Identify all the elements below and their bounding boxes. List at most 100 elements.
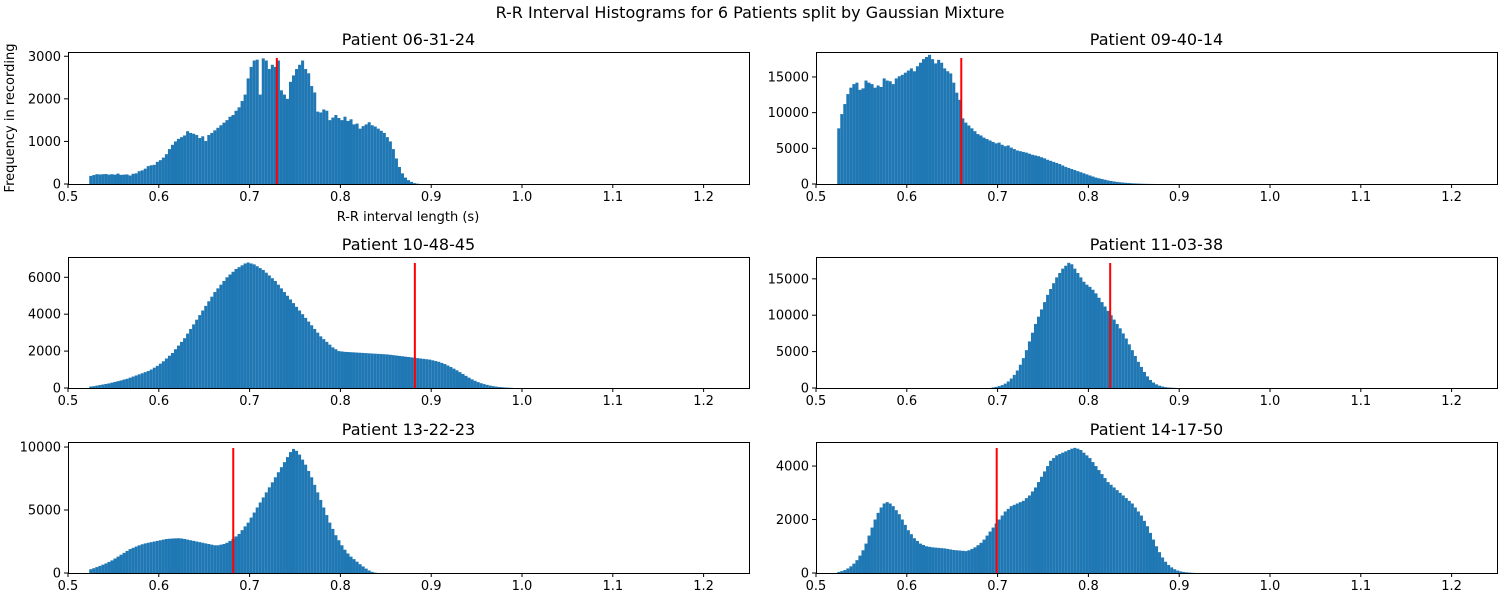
histogram-bar — [186, 333, 190, 388]
histogram-bar — [937, 59, 941, 184]
histogram-bar — [1027, 495, 1031, 573]
histogram-bar — [340, 120, 344, 184]
histogram-bar — [1049, 460, 1053, 573]
histogram-bar — [1148, 379, 1153, 388]
histogram-bar — [1118, 182, 1122, 184]
histogram-bar — [855, 560, 859, 573]
histogram-bar — [858, 555, 862, 573]
histogram-bar — [282, 462, 286, 573]
histogram-bar — [292, 448, 296, 573]
histogram-bar — [207, 301, 211, 388]
histogram-bar — [125, 378, 129, 388]
histogram-bar — [407, 180, 411, 184]
histogram-bar — [92, 175, 96, 184]
histogram-bar — [164, 358, 168, 388]
histogram-bar — [349, 119, 353, 184]
histogram-bar — [322, 109, 326, 184]
histogram-bar — [228, 274, 232, 388]
histogram-bar — [261, 269, 265, 388]
histogram-bar — [1173, 569, 1177, 573]
histogram-bar — [1182, 571, 1186, 573]
histogram-bar — [428, 359, 432, 388]
histogram-bar — [921, 59, 926, 184]
histogram-bar — [873, 87, 877, 184]
histogram-bar — [1021, 151, 1025, 184]
histogram-bar — [1115, 323, 1119, 388]
panel-title: Patient 06-31-24 — [342, 30, 475, 49]
histogram-bar — [906, 530, 910, 573]
histogram-bar — [1058, 164, 1062, 184]
histogram-bar — [1124, 498, 1128, 573]
histogram-bar — [394, 355, 398, 388]
histogram-bar — [1067, 167, 1071, 184]
histogram-bar — [1097, 470, 1101, 573]
x-tick-label: 1.2 — [1441, 190, 1462, 205]
histogram-bar — [234, 110, 238, 184]
histogram-bar — [906, 70, 910, 184]
histogram-bar — [107, 174, 111, 184]
histogram-bar — [934, 547, 938, 573]
histogram-bar — [273, 280, 277, 388]
histogram-bar — [503, 387, 507, 388]
x-tick-label: 0.7 — [987, 190, 1008, 205]
histogram-bar — [161, 157, 165, 184]
histogram-bar — [252, 264, 256, 388]
histogram-bar — [1021, 500, 1025, 573]
x-tick-label: 1.0 — [512, 190, 533, 205]
histogram-bar — [955, 92, 959, 184]
histogram-bar — [958, 550, 962, 573]
histogram-bar — [1046, 294, 1050, 388]
y-tick-label: 15000 — [768, 70, 809, 85]
histogram-bar — [155, 540, 159, 573]
histogram-bar — [394, 158, 398, 184]
histogram-bar — [897, 514, 901, 573]
x-tick-label: 0.9 — [421, 579, 442, 594]
histogram-bar — [331, 117, 335, 184]
histogram-bar — [167, 149, 171, 184]
histogram-bar — [385, 354, 389, 388]
histogram-bar — [98, 174, 102, 184]
x-tick-label: 0.8 — [1078, 190, 1099, 205]
histogram-bar — [234, 268, 238, 388]
histogram-bar — [237, 107, 241, 184]
histogram-bar — [1052, 283, 1056, 388]
histogram-bar — [343, 351, 347, 388]
histogram-bar — [1006, 381, 1010, 388]
histogram-bar — [1079, 450, 1083, 573]
histogram-bar — [958, 99, 962, 184]
histogram-bar — [1067, 450, 1071, 573]
panel-title: Patient 11-03-38 — [1090, 235, 1223, 254]
x-axis-label: R-R interval length (s) — [337, 210, 480, 225]
y-tick-label: 4000 — [776, 460, 809, 475]
histogram-bar — [316, 332, 320, 388]
histogram-bar — [1139, 515, 1143, 573]
histogram-bar — [1030, 154, 1034, 184]
histogram-bar — [101, 564, 105, 573]
histogram-bar — [940, 548, 944, 573]
histogram-bar — [373, 126, 377, 184]
histogram-bar — [885, 80, 889, 184]
histogram-bar — [397, 355, 401, 388]
histogram-bar — [1000, 515, 1004, 573]
histogram-bar — [143, 543, 147, 573]
histogram-bar — [267, 69, 271, 184]
histogram-bar — [331, 528, 335, 573]
histogram-bar — [425, 359, 429, 388]
histogram-bar — [416, 358, 420, 388]
histogram-bar — [1170, 567, 1174, 573]
histogram-bar — [455, 370, 459, 388]
histogram-bar — [1151, 539, 1156, 573]
histogram-bar — [461, 373, 465, 388]
histogram-bar — [1040, 309, 1044, 388]
histogram-bar — [458, 372, 462, 388]
histogram-bar — [1100, 179, 1104, 184]
histogram-bar — [1155, 384, 1159, 388]
histogram-bar — [1097, 297, 1101, 388]
histogram-bar — [134, 173, 138, 184]
histogram-bar — [334, 115, 338, 184]
histogram-bar — [295, 306, 299, 388]
histogram-bar — [1091, 176, 1095, 184]
x-tick-label: 0.5 — [806, 394, 827, 409]
histogram-bar — [1142, 520, 1146, 573]
x-tick-label: 0.7 — [987, 394, 1008, 409]
